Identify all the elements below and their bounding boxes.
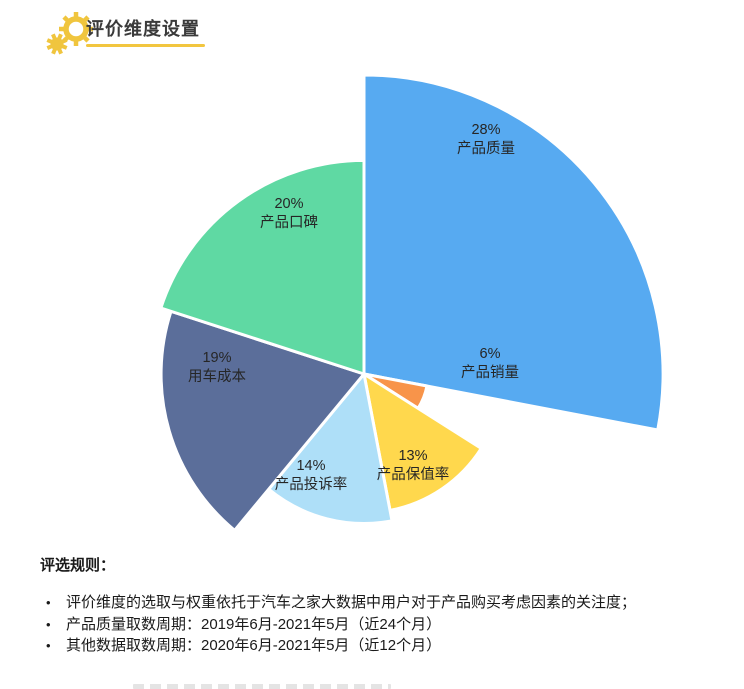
slice-pct: 19%	[202, 350, 232, 366]
rule-item: 评价维度的选取与权重依托于汽车之家大数据中用户对于产品购买考虑因素的关注度；	[40, 592, 720, 614]
slice-产品保值率	[362, 372, 483, 512]
slice-用车成本	[159, 309, 366, 532]
slice-label-产品销量: 6% 产品销量	[461, 345, 519, 383]
rules-section: 评选规则： 评价维度的选取与权重依托于汽车之家大数据中用户对于产品购买考虑因素的…	[40, 554, 720, 657]
slice-pct: 13%	[398, 448, 428, 464]
slice-pct: 20%	[274, 196, 304, 212]
slice-label-产品质量: 28% 产品质量	[457, 121, 515, 159]
slice-name: 产品质量	[457, 141, 515, 157]
rose-chart: 28% 产品质量 6% 产品销量 13% 产品保值率 14% 产品投诉率 19% 用车成本 20% 产…	[159, 73, 665, 532]
gear-icon-paths	[46, 12, 93, 55]
slice-name: 产品保值率	[376, 467, 450, 483]
slice-label-产品保值率: 13% 产品保值率	[377, 447, 450, 485]
rule-item: 其他数据取数周期：2020年6月-2021年5月（近12个月）	[40, 635, 720, 657]
slice-pct: 28%	[471, 122, 501, 138]
page-title: 评价维度设置	[86, 19, 200, 39]
slice-pct: 6%	[479, 346, 501, 362]
gear-icon	[46, 12, 93, 55]
slice-name: 产品投诉率	[274, 477, 348, 493]
clipped-text-remnant	[133, 684, 391, 689]
header: 评价维度设置	[0, 0, 744, 60]
title-underline	[86, 44, 205, 47]
slice-label-用车成本: 19% 用车成本	[188, 349, 246, 387]
rose-chart-svg	[159, 73, 665, 532]
slice-产品质量	[362, 73, 665, 432]
slice-name: 产品口碑	[260, 215, 318, 231]
slice-label-产品投诉率: 14% 产品投诉率	[275, 457, 348, 495]
slice-pct: 14%	[296, 458, 326, 474]
slice-name: 用车成本	[188, 369, 246, 385]
slice-label-产品口碑: 20% 产品口碑	[260, 195, 318, 233]
rules-list: 评价维度的选取与权重依托于汽车之家大数据中用户对于产品购买考虑因素的关注度；产品…	[40, 592, 720, 657]
slice-name: 产品销量	[461, 365, 519, 381]
slice-产品投诉率	[267, 372, 394, 526]
slice-产品口碑	[159, 158, 366, 376]
rule-item: 产品质量取数周期：2019年6月-2021年5月（近24个月）	[40, 614, 720, 636]
rules-heading: 评选规则：	[40, 557, 116, 574]
